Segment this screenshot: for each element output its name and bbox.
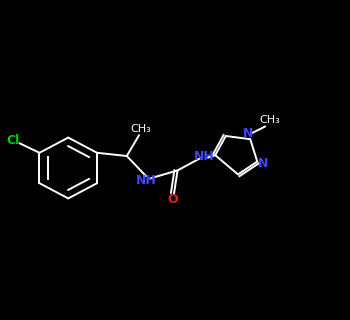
Text: N: N xyxy=(243,127,254,140)
Text: NH: NH xyxy=(136,173,156,187)
Text: NH: NH xyxy=(194,149,214,163)
Text: CH₃: CH₃ xyxy=(259,115,280,125)
Text: O: O xyxy=(167,193,177,206)
Text: N: N xyxy=(258,157,269,170)
Text: Cl: Cl xyxy=(7,133,20,147)
Text: CH₃: CH₃ xyxy=(131,124,151,134)
